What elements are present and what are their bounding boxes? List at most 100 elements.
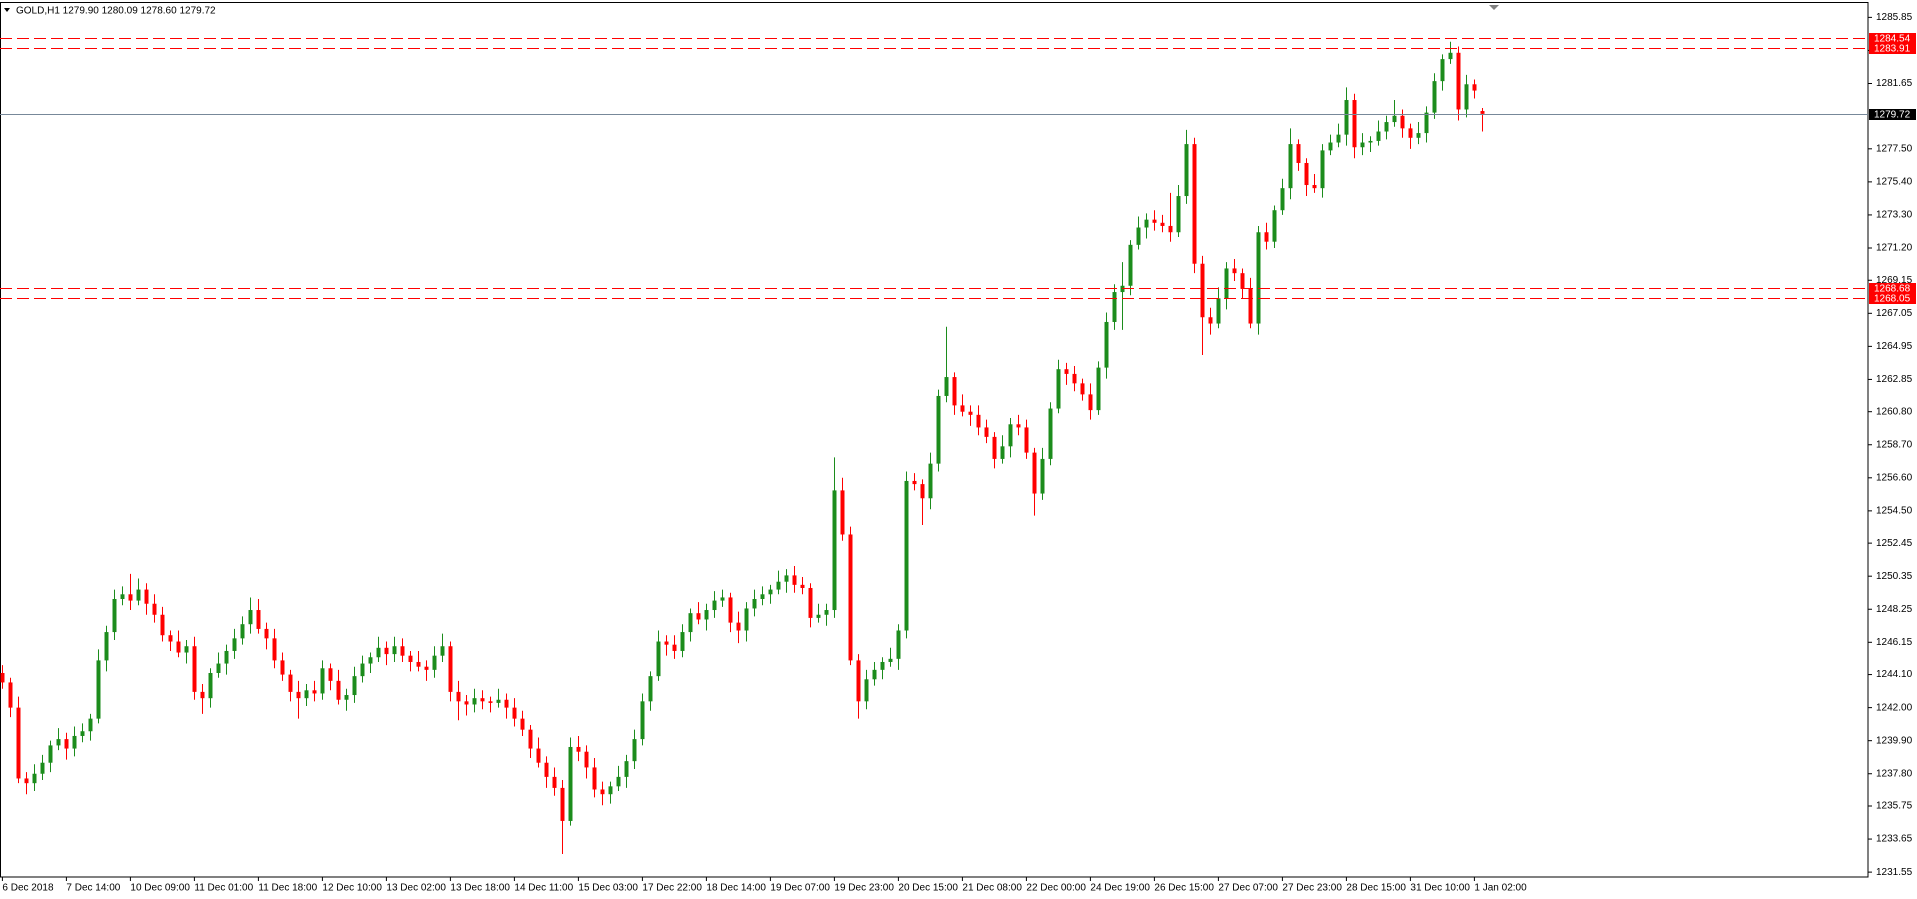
x-tick-label: 19 Dec 07:00 [770, 883, 830, 894]
x-tick-label: 20 Dec 15:00 [898, 883, 958, 894]
candle-body [376, 647, 381, 658]
candle-body [400, 646, 405, 656]
candle-body [896, 630, 901, 659]
candle-body [280, 660, 285, 675]
y-tick-label: 1258.70 [1876, 439, 1913, 450]
candle-body [920, 484, 925, 499]
candle-body [1352, 100, 1357, 148]
candle-body [456, 691, 461, 702]
candle-body [816, 614, 821, 618]
candle-body [272, 638, 277, 661]
level-label: 1284.54 [1874, 34, 1911, 45]
x-tick-label: 15 Dec 03:00 [578, 883, 638, 894]
candle-body [1480, 111, 1485, 114]
candle-body [1160, 222, 1165, 226]
candle-body [1456, 52, 1461, 110]
candle-body [336, 680, 341, 700]
candle-body [32, 773, 37, 784]
candle-body [424, 666, 429, 670]
candle-body [1040, 458, 1045, 494]
candle-body [384, 647, 389, 655]
level-label-box [1869, 33, 1916, 44]
candle-body [1048, 408, 1053, 459]
candle-body [976, 414, 981, 428]
candle-body [224, 650, 229, 664]
candle-body [1264, 232, 1269, 242]
candle-body [96, 660, 101, 719]
candle-body [576, 746, 581, 752]
candle-body [1240, 273, 1245, 289]
candle-body [1224, 268, 1229, 299]
candle-body [520, 718, 525, 730]
candle-body [792, 575, 797, 585]
candle-body [872, 669, 877, 680]
plot-frame [0, 2, 1869, 878]
candle-body [944, 377, 949, 396]
candle-body [640, 701, 645, 740]
candle-body [1176, 196, 1181, 233]
candle-body [1296, 144, 1301, 163]
candle-body [112, 599, 117, 633]
x-tick-label: 28 Dec 15:00 [1346, 883, 1406, 894]
candle-body [1336, 134, 1341, 143]
y-tick-label: 1244.10 [1876, 669, 1913, 680]
y-tick-label: 1269.15 [1876, 275, 1913, 286]
candle-body [1376, 131, 1381, 141]
candle-body [104, 632, 109, 661]
y-tick-label: 1242.00 [1876, 702, 1913, 713]
candle-body [1344, 100, 1349, 135]
candle-body [240, 624, 245, 639]
candle-body [80, 731, 85, 736]
candle-body [368, 657, 373, 664]
y-tick-label: 1281.65 [1876, 78, 1913, 89]
candle-body [752, 599, 757, 609]
candle-body [968, 411, 973, 415]
candle-body [128, 594, 133, 601]
candle-body [1464, 84, 1469, 110]
level-label-box [1869, 293, 1916, 304]
candle-body [8, 682, 13, 708]
candle-body [120, 594, 125, 600]
level-label: 1268.05 [1874, 294, 1911, 305]
candle-body [1360, 142, 1365, 148]
y-tick-label: 1256.60 [1876, 472, 1913, 483]
candle-body [1096, 367, 1101, 411]
y-tick-label: 1235.75 [1876, 801, 1913, 812]
candle-body [0, 672, 5, 683]
candle-body [632, 739, 637, 762]
candle-body [488, 701, 493, 703]
candle-body [472, 698, 477, 705]
candle-body [552, 776, 557, 788]
x-tick-label: 19 Dec 23:00 [834, 883, 894, 894]
candle-body [848, 534, 853, 661]
candle-body [840, 490, 845, 535]
candle-body [680, 632, 685, 651]
candle-body [320, 668, 325, 694]
candle-body [928, 463, 933, 499]
level-label: 1283.91 [1874, 44, 1911, 55]
candle-body [1152, 219, 1157, 223]
candle-body [1216, 298, 1221, 324]
candle-body [776, 581, 781, 590]
candle-body [56, 739, 61, 746]
x-tick-label: 11 Dec 01:00 [194, 883, 253, 894]
x-tick-label: 27 Dec 23:00 [1282, 883, 1342, 894]
candle-body [1192, 144, 1197, 264]
x-tick-label: 14 Dec 11:00 [514, 883, 573, 894]
candle-body [656, 641, 661, 677]
candle-body [712, 600, 717, 611]
x-tick-label: 17 Dec 22:00 [642, 883, 702, 894]
candle-body [72, 735, 77, 749]
candle-body [504, 699, 509, 708]
candle-body [176, 641, 181, 653]
candle-body [48, 745, 53, 763]
candle-body [1168, 225, 1173, 233]
candle-body [1024, 427, 1029, 453]
candle-body [696, 613, 701, 620]
candle-body [296, 691, 301, 699]
candle-body [664, 641, 669, 645]
candle-body [1088, 394, 1093, 411]
y-tick-label: 1285.85 [1876, 12, 1913, 23]
candle-body [304, 690, 309, 699]
